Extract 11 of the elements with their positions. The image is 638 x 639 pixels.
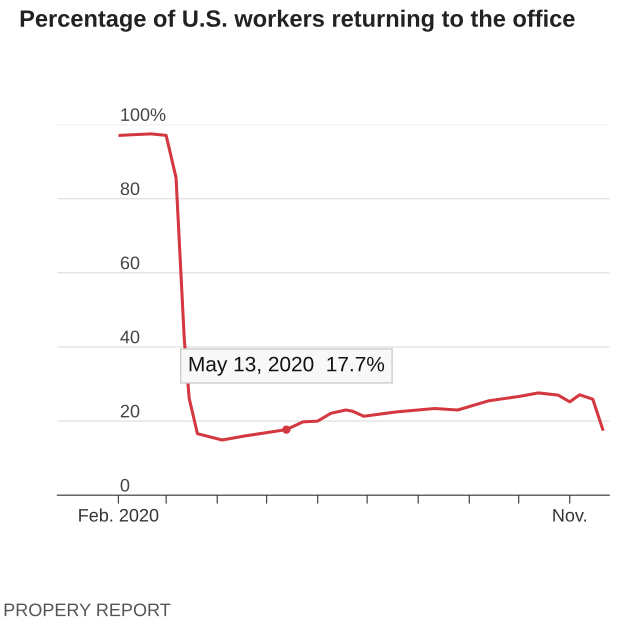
y-tick-label: 20 xyxy=(120,404,140,418)
chart-title: Percentage of U.S. workers returning to the office xyxy=(20,10,575,32)
y-tick-label: 40 xyxy=(120,330,140,344)
y-tick-label: 60 xyxy=(120,256,140,270)
annotation: May 13, 2020 17.7% xyxy=(190,356,384,376)
y-tick-label: 0 xyxy=(120,478,130,492)
x-tick-label: Nov. xyxy=(553,509,586,522)
y-tick-label: 100% xyxy=(121,108,166,122)
x-tick-label: Feb. 2020 xyxy=(79,508,158,522)
text: PROPERY REPORT xyxy=(4,603,170,616)
y-tick-label: 80 xyxy=(120,182,140,196)
